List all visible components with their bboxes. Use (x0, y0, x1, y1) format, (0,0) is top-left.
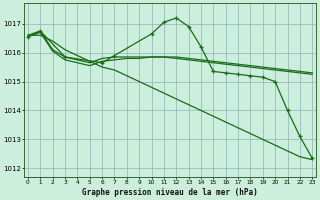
X-axis label: Graphe pression niveau de la mer (hPa): Graphe pression niveau de la mer (hPa) (82, 188, 258, 197)
